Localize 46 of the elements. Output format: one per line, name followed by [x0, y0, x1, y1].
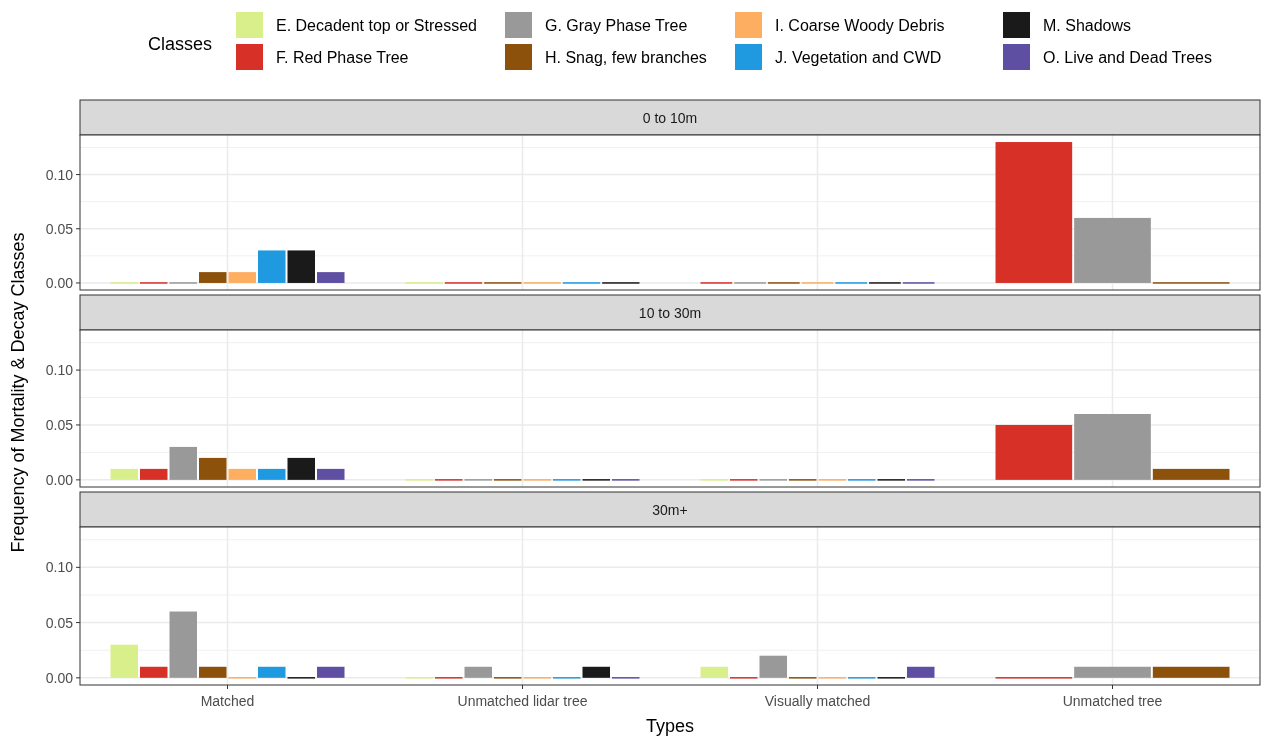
legend-label: J. Vegetation and CWD [775, 49, 942, 66]
y-tick-label: 0.00 [45, 669, 74, 686]
bar [140, 468, 168, 480]
y-tick-label: 0.00 [45, 274, 74, 291]
legend-label: I. Coarse Woody Debris [775, 17, 945, 34]
bar [464, 666, 492, 678]
y-tick-label: 0.10 [45, 166, 74, 183]
legend-label: G. Gray Phase Tree [545, 17, 688, 34]
y-tick-label: 0.05 [45, 614, 74, 631]
y-tick-label: 0.05 [45, 220, 74, 237]
bar [700, 666, 728, 678]
bar [317, 468, 345, 480]
bar [907, 666, 935, 678]
x-axis-title: Types [645, 716, 695, 736]
chart-title: 0 to 10m [642, 109, 698, 126]
x-tick-label: Unmatched lidar tree [457, 693, 588, 709]
legend-label: M. Shadows [1043, 17, 1132, 34]
legend-label: H. Snag, few branches [545, 49, 707, 66]
y-tick-label: 0.05 [45, 416, 74, 433]
legend-label: F. Red Phase Tree [276, 49, 409, 66]
chart-title: 30m+ [652, 501, 688, 518]
y-tick-label: 0.00 [45, 471, 74, 488]
bar [582, 666, 610, 678]
legend-label: E. Decadent top or Stressed [276, 17, 477, 34]
bar [228, 468, 256, 480]
x-tick-label: Unmatched tree [1062, 693, 1163, 709]
bar [759, 655, 787, 678]
y-axis-title: Frequency of Mortality & Decay Classes [8, 232, 28, 553]
x-tick-label: Visually matched [764, 693, 871, 709]
bar [169, 446, 197, 480]
bar [110, 468, 138, 480]
bar [110, 644, 138, 678]
bar [199, 457, 227, 480]
x-tick-label: Matched [200, 693, 255, 709]
bar [287, 457, 315, 480]
bar [140, 666, 168, 678]
legend-title: Classes [148, 34, 213, 54]
chart-title: 10 to 30m [638, 304, 702, 321]
legend-label: O. Live and Dead Trees [1043, 49, 1212, 66]
bar [258, 666, 286, 678]
bar [317, 666, 345, 678]
bar [258, 468, 286, 480]
bar [169, 611, 197, 678]
y-tick-label: 0.10 [45, 362, 74, 379]
y-tick-label: 0.10 [45, 559, 74, 576]
bar [199, 666, 227, 678]
